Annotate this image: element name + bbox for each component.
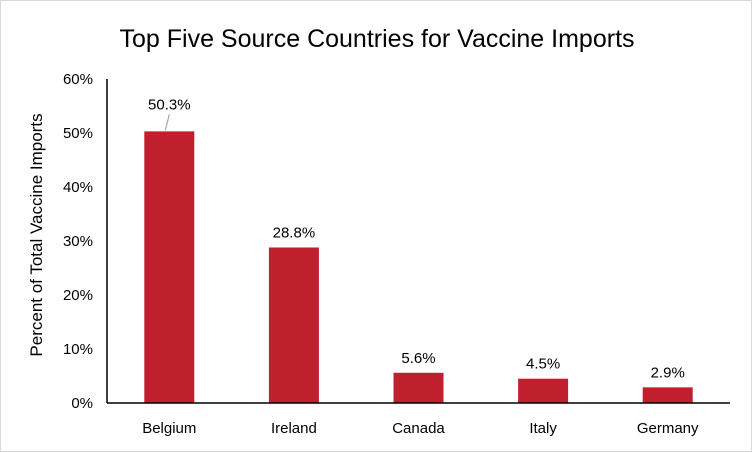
bar-germany bbox=[642, 387, 693, 403]
y-axis-title: Percent of Total Vaccine Imports bbox=[27, 113, 46, 356]
x-category-label: Canada bbox=[392, 420, 445, 437]
bar-canada bbox=[393, 372, 444, 403]
x-category-label: Germany bbox=[637, 420, 699, 437]
y-tick-label: 0% bbox=[71, 395, 93, 412]
y-tick-label: 30% bbox=[63, 233, 93, 250]
data-label-leader-line bbox=[164, 114, 170, 131]
y-tick-label: 50% bbox=[63, 125, 93, 142]
bar-italy bbox=[518, 378, 569, 403]
data-label-germany: 2.9% bbox=[651, 364, 685, 381]
data-label-belgium: 50.3% bbox=[148, 96, 191, 113]
y-tick-label: 40% bbox=[63, 179, 93, 196]
chart-title: Top Five Source Countries for Vaccine Im… bbox=[119, 25, 634, 53]
y-tick-label: 60% bbox=[63, 71, 93, 88]
y-tick-label: 10% bbox=[63, 341, 93, 358]
bar-ireland bbox=[268, 247, 319, 403]
x-category-label: Belgium bbox=[142, 420, 196, 437]
y-tick-label: 20% bbox=[63, 287, 93, 304]
data-label-italy: 4.5% bbox=[526, 356, 560, 373]
x-category-label: Ireland bbox=[271, 420, 317, 437]
data-label-ireland: 28.8% bbox=[273, 224, 316, 241]
bar-belgium bbox=[144, 131, 195, 403]
x-category-label: Italy bbox=[529, 420, 557, 437]
data-label-canada: 5.6% bbox=[401, 350, 435, 367]
plot-area: 0% 10% 20% 30% 40% 50% 60% 50.3% Belgium 28.8% Ire… bbox=[63, 71, 730, 437]
